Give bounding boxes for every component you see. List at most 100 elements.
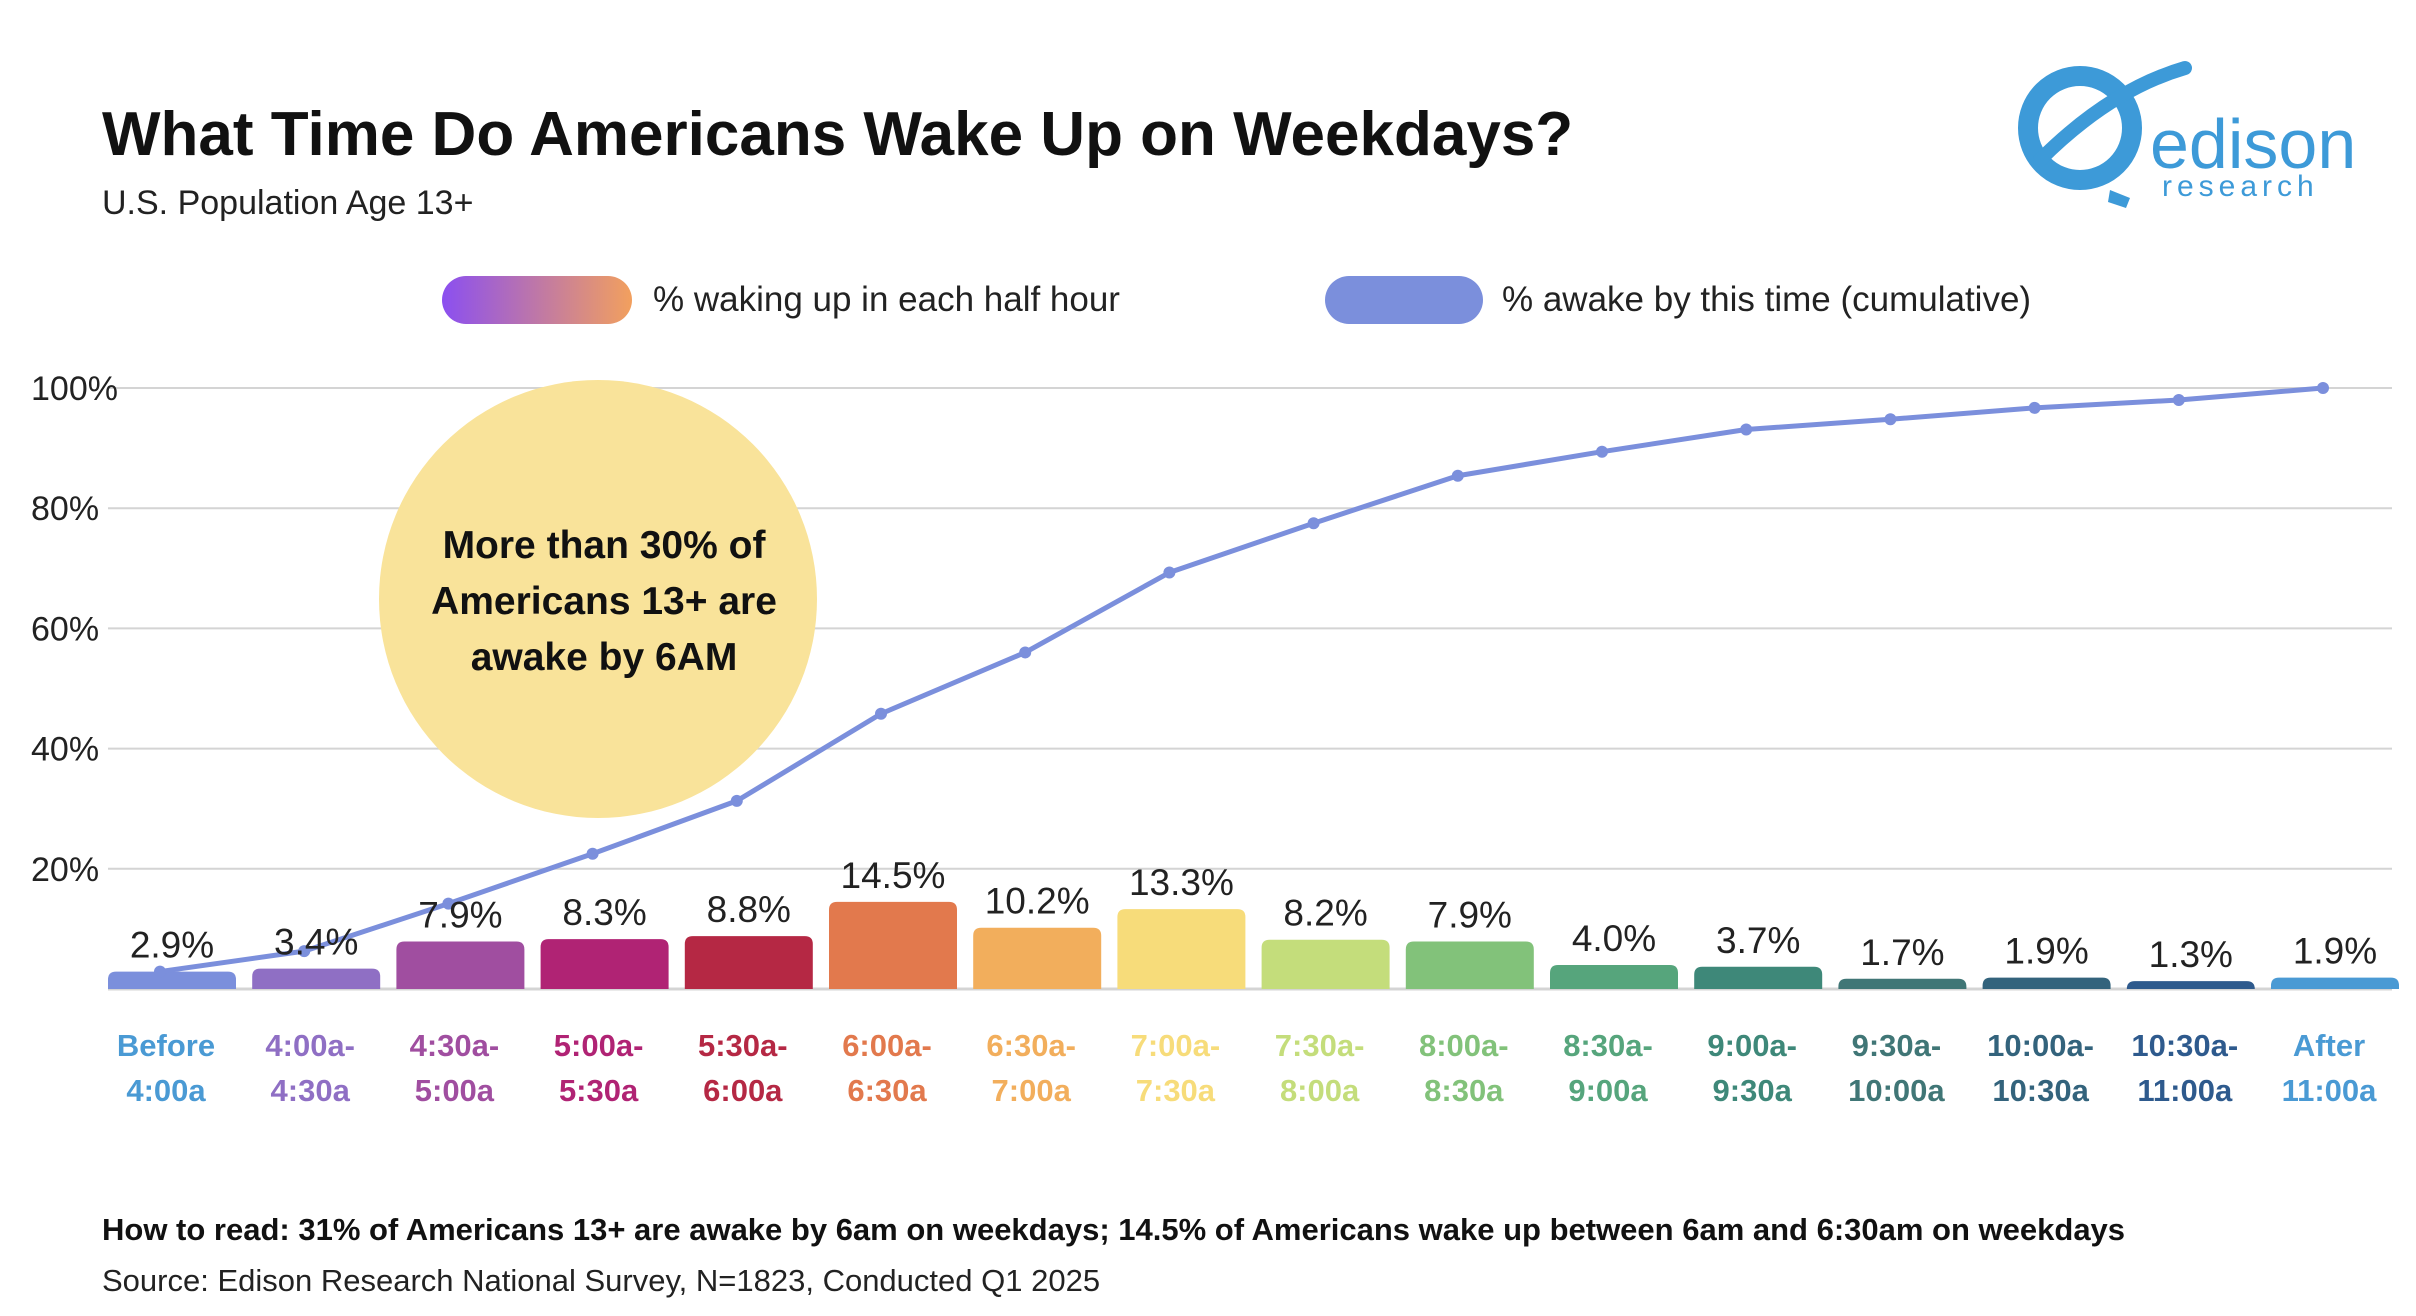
cumulative-point <box>154 965 166 978</box>
cumulative-point <box>298 945 311 958</box>
x-tick-label-line1: 7:00a- <box>1131 1028 1221 1063</box>
bar-value-label: 8.2% <box>1283 893 1367 934</box>
x-tick-label-line1: Before <box>117 1028 215 1063</box>
cumulative-point <box>586 847 599 860</box>
x-tick-label-line1: 4:00a- <box>265 1028 355 1063</box>
cumulative-point <box>1019 646 1032 659</box>
cumulative-point <box>2317 382 2329 394</box>
bar-value-label: 1.7% <box>1860 932 1944 973</box>
x-tick-label-line2: 6:30a <box>847 1073 927 1108</box>
x-tick-label-line2: 10:00a <box>1848 1073 1945 1108</box>
logo-ring-icon <box>2018 66 2142 190</box>
bar-value-label: 1.9% <box>2004 931 2088 972</box>
y-tick-label: 100% <box>31 370 118 408</box>
bar <box>252 968 381 989</box>
y-tick-label: 20% <box>31 851 99 889</box>
cumulative-point <box>2172 394 2185 407</box>
x-tick-label-line1: 6:30a- <box>986 1028 1076 1063</box>
bar <box>1838 978 1967 989</box>
legend: % waking up in each half hour % awake by… <box>442 276 2031 324</box>
y-tick-label: 40% <box>31 731 99 769</box>
bar <box>396 941 525 989</box>
bar <box>1550 964 1678 989</box>
bar-value-label: 3.4% <box>274 922 358 963</box>
bar <box>1405 941 1534 989</box>
cumulative-point <box>1307 517 1320 530</box>
legend-swatch-bars <box>442 276 632 324</box>
how-to-read-note: How to read: 31% of Americans 13+ are aw… <box>102 1212 2125 1247</box>
bar <box>540 939 669 989</box>
bar <box>1694 966 1823 989</box>
x-tick-label-line2: 7:30a <box>1136 1073 1216 1108</box>
bar <box>973 927 1102 989</box>
cumulative-line <box>159 385 2324 975</box>
x-tick-label-line1: After <box>2293 1028 2365 1063</box>
x-tick-label-line1: 9:00a- <box>1707 1028 1797 1063</box>
cumulative-point <box>1451 469 1464 482</box>
y-tick-label: 60% <box>31 610 99 648</box>
cumulative-point <box>442 897 455 910</box>
x-tick-label-line2: 10:30a <box>1992 1073 2089 1108</box>
bar <box>108 971 236 989</box>
cumulative-point <box>1163 566 1176 579</box>
x-tick-label-line1: 9:30a- <box>1852 1028 1942 1063</box>
x-tick-label-line1: 10:30a- <box>2131 1028 2238 1063</box>
bar-value-label: 1.9% <box>2293 931 2377 972</box>
bar <box>829 901 957 989</box>
x-tick-label-line2: 6:00a <box>703 1073 783 1108</box>
x-tick-label-line1: 7:30a- <box>1275 1028 1365 1063</box>
cumulative-point <box>2028 401 2041 414</box>
x-tick-label-line1: 5:30a- <box>698 1028 788 1063</box>
bar <box>2126 981 2255 990</box>
bar <box>684 936 813 989</box>
cumulative-point <box>730 794 743 807</box>
bar-value-label: 7.9% <box>418 895 502 936</box>
y-tick-label: 80% <box>31 490 99 528</box>
logo-subtext: research <box>2162 170 2319 203</box>
legend-label-bars: % waking up in each half hour <box>653 280 1120 319</box>
bar-value-label: 10.2% <box>985 881 1090 922</box>
legend-swatch-line <box>1325 276 1483 324</box>
x-tick-label-line2: 7:00a <box>992 1073 1072 1108</box>
cumulative-point <box>875 707 887 720</box>
x-tick-label-line1: 5:00a- <box>554 1028 644 1063</box>
x-tick-label-line2: 11:00a <box>2137 1073 2233 1108</box>
cumulative-point <box>1884 413 1897 426</box>
x-tick-label-line2: 5:00a <box>415 1073 495 1108</box>
logo-text: edison <box>2150 105 2356 183</box>
bar <box>1117 909 1246 989</box>
bar <box>1261 939 1390 989</box>
edison-logo: edison research <box>2018 61 2356 208</box>
callout-line-1: More than 30% of <box>443 524 767 567</box>
x-tick-label-line2: 9:30a <box>1713 1073 1793 1108</box>
callout-line-2: Americans 13+ are <box>431 580 777 623</box>
bar-value-label: 14.5% <box>841 855 946 896</box>
x-tick-label-line1: 10:00a- <box>1987 1028 2094 1063</box>
chart-subtitle: U.S. Population Age 13+ <box>102 184 473 222</box>
bar <box>2271 977 2399 989</box>
x-tick-label-line2: 5:30a <box>559 1073 639 1108</box>
bar-value-label: 1.3% <box>2149 934 2233 975</box>
bar-value-label: 8.8% <box>707 889 791 930</box>
bar-value-label: 7.9% <box>1428 895 1512 936</box>
x-tick-label-line1: 8:30a- <box>1563 1028 1653 1063</box>
x-tick-label-line1: 4:30a- <box>410 1028 500 1063</box>
source-note: Source: Edison Research National Survey,… <box>102 1263 1100 1298</box>
callout-line-3: awake by 6AM <box>471 636 738 679</box>
x-tick-label-line2: 11:00a <box>2282 1073 2378 1108</box>
chart-title: What Time Do Americans Wake Up on Weekda… <box>102 100 1573 169</box>
bar-value-label: 8.3% <box>562 892 646 933</box>
callout-bubble: More than 30% of Americans 13+ are awake… <box>379 380 817 818</box>
x-tick-label-line2: 8:30a <box>1424 1073 1504 1108</box>
x-tick-label-line1: 6:00a- <box>842 1028 932 1063</box>
cumulative-point <box>1740 423 1753 436</box>
cumulative-point <box>1596 445 1608 458</box>
x-tick-label-line2: 4:30a <box>271 1073 351 1108</box>
bar-value-label: 4.0% <box>1572 918 1656 959</box>
x-tick-label-line2: 8:00a <box>1280 1073 1360 1108</box>
x-tick-label-line1: 8:00a- <box>1419 1028 1509 1063</box>
bar-value-label: 2.9% <box>130 925 214 966</box>
x-tick-label-line2: 9:00a <box>1568 1073 1648 1108</box>
x-tick-label-line2: 4:00a <box>126 1073 206 1108</box>
